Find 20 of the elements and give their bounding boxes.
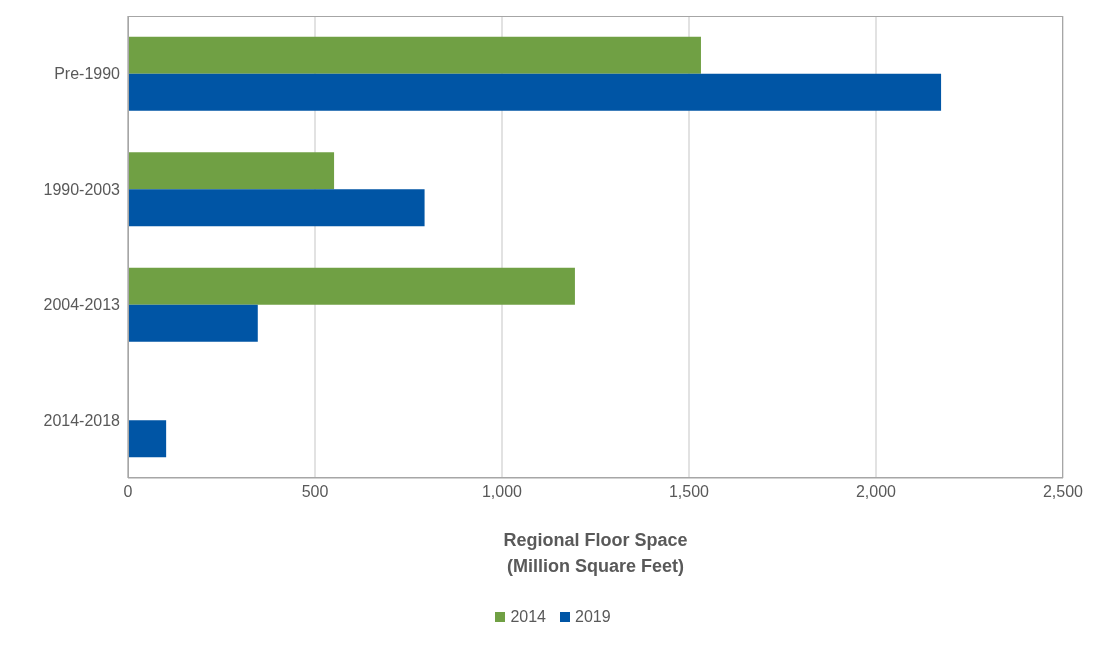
- x-tick-label: 500: [301, 483, 329, 501]
- bar: [128, 420, 167, 458]
- y-tick-label: 2014-2018: [43, 411, 121, 429]
- y-tick-label: 1990-2003: [43, 180, 121, 198]
- bar: [128, 189, 425, 227]
- x-tick-label: 2,000: [855, 483, 897, 501]
- x-tick-label: 0: [123, 483, 133, 501]
- legend-label: 2014: [509, 608, 546, 626]
- y-tick-label: 2004-2013: [43, 296, 121, 314]
- bar: [128, 267, 575, 305]
- legend-label: 2019: [574, 608, 611, 626]
- x-tick-label: 1,500: [668, 483, 710, 501]
- x-axis-title: Regional Floor Space (Million Square Feet): [503, 530, 688, 576]
- x-tick-label: 2,500: [1042, 483, 1084, 501]
- bar: [128, 36, 701, 74]
- x-tick-label: 1,000: [481, 483, 523, 501]
- y-tick-label: Pre-1990: [54, 65, 121, 83]
- bar: [128, 152, 335, 190]
- bar: [128, 73, 942, 111]
- bar: [128, 304, 258, 342]
